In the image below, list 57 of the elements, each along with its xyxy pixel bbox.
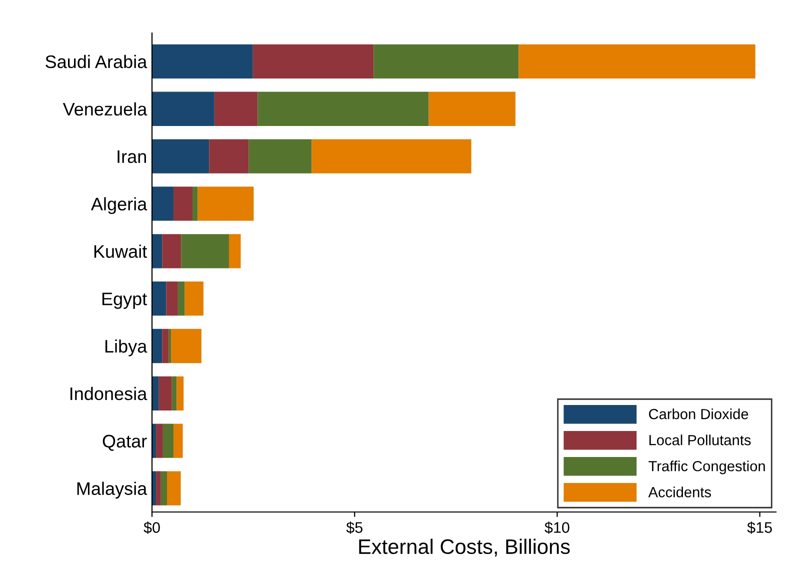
bar bbox=[181, 234, 229, 268]
bar bbox=[152, 186, 174, 221]
bar bbox=[252, 44, 374, 79]
bar bbox=[178, 282, 185, 316]
bar bbox=[428, 92, 516, 126]
bar bbox=[198, 186, 254, 221]
bar bbox=[158, 376, 172, 411]
bar bbox=[176, 376, 184, 411]
legend-label: Local Pollutants bbox=[649, 434, 751, 446]
x-tick-label: $15 bbox=[747, 521, 772, 534]
x-tick-label: $10 bbox=[544, 521, 570, 534]
bar bbox=[152, 282, 166, 316]
y-tick-label: Egypt bbox=[102, 292, 148, 309]
y-tick-label: Libya bbox=[105, 339, 148, 356]
x-axis-title: External Costs, Billions bbox=[359, 538, 570, 557]
bar bbox=[166, 282, 178, 316]
y-tick-label: Algeria bbox=[90, 197, 148, 214]
bar bbox=[184, 282, 204, 316]
y-tick-label: Indonesia bbox=[70, 386, 148, 400]
bar bbox=[228, 234, 241, 268]
legend-label: Accidents bbox=[648, 486, 711, 498]
bar bbox=[152, 376, 159, 411]
bar bbox=[160, 471, 167, 506]
bar bbox=[518, 44, 756, 79]
bar bbox=[162, 328, 169, 364]
bar bbox=[152, 92, 214, 126]
bar bbox=[214, 92, 258, 126]
bar bbox=[192, 186, 198, 221]
bar bbox=[152, 139, 210, 174]
bar bbox=[156, 424, 163, 458]
bar bbox=[168, 328, 172, 364]
bar bbox=[152, 44, 253, 79]
bar bbox=[248, 139, 312, 174]
bar bbox=[152, 328, 162, 364]
bar bbox=[209, 139, 249, 174]
bar bbox=[152, 234, 162, 268]
bar bbox=[173, 424, 183, 458]
bar bbox=[166, 471, 181, 506]
y-tick-label: Malaysia bbox=[77, 482, 148, 499]
bar bbox=[162, 234, 182, 268]
y-tick-label: Kuwait bbox=[94, 244, 148, 258]
legend-label: Traffic Congestion bbox=[648, 460, 765, 474]
bar bbox=[162, 424, 174, 458]
bar bbox=[374, 44, 519, 79]
bar bbox=[258, 92, 429, 126]
bar bbox=[312, 139, 472, 174]
y-tick-label: Iran bbox=[118, 150, 146, 164]
x-tick-label: $5 bbox=[346, 521, 362, 534]
y-tick-label: Saudi Arabia bbox=[46, 54, 148, 68]
bar bbox=[172, 376, 177, 411]
bar bbox=[156, 471, 161, 506]
bar bbox=[173, 186, 193, 221]
legend-label: Carbon Dioxide bbox=[649, 408, 748, 420]
y-tick-label: Venezuela bbox=[62, 102, 148, 116]
y-tick-label: Qatar bbox=[102, 434, 147, 451]
x-tick-label: $0 bbox=[144, 521, 160, 534]
bar bbox=[171, 328, 202, 364]
